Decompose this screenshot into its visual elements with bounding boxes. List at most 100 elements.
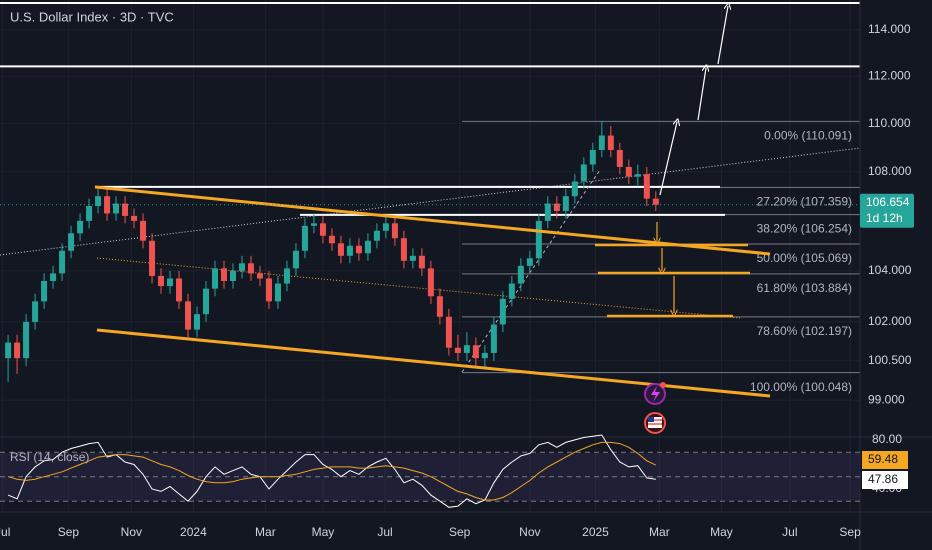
countdown: 1d 12h (866, 211, 903, 225)
candle-body (508, 283, 515, 299)
fib-label: 100.00% (100.048) (750, 380, 852, 394)
candle-body (553, 203, 560, 211)
candle-body (400, 238, 407, 261)
candle-body (68, 233, 75, 251)
x-tick-label: Jul (782, 525, 797, 539)
price-badge (860, 193, 914, 228)
candle-body (131, 215, 138, 221)
y-tick-label: 99.000 (868, 392, 905, 406)
candle-body (526, 258, 533, 266)
candle-body (382, 223, 389, 231)
y-tick-label: 100.500 (868, 353, 912, 367)
rsi-value: 59.48 (868, 452, 898, 466)
rsi-band (0, 453, 860, 501)
x-tick-label: Nov (519, 525, 540, 539)
candle-body (418, 255, 425, 269)
candle-body (23, 321, 30, 359)
fib-retracement: 0.00% (110.091) 27.20% (107.359) 38.20% (1… (462, 120, 860, 394)
candle-body (364, 240, 371, 254)
candle-body (337, 243, 344, 256)
fib-label: 61.80% (103.884) (757, 281, 852, 295)
candle-body (319, 223, 326, 236)
candle-body (167, 278, 174, 287)
event-icons[interactable] (644, 382, 666, 434)
candle-body (212, 268, 218, 289)
candle-body (301, 225, 308, 251)
x-tick-label: 2024 (180, 525, 207, 539)
candle-body (427, 268, 434, 297)
candle-body (580, 164, 587, 182)
candle-body (283, 268, 290, 284)
x-tick-label: May (312, 525, 335, 539)
candle-body (59, 250, 66, 274)
candle-body (391, 223, 398, 239)
fib-label: 50.00% (105.069) (757, 251, 852, 265)
candle-body (292, 250, 299, 269)
x-tick-label: Mar (255, 525, 276, 539)
grid (0, 0, 860, 512)
candle-body (454, 347, 461, 353)
candle-body (373, 230, 380, 241)
x-tick-label: Jul (377, 525, 392, 539)
candle-body (86, 206, 93, 221)
up-arrows (659, 6, 728, 196)
channel-lower (96, 328, 771, 398)
candle-body (499, 298, 506, 325)
y-tick-label: 102.000 (868, 314, 912, 328)
fib-label: 0.00% (110.091) (764, 129, 852, 143)
moving-average (0, 147, 861, 256)
y-tick-label: 110.000 (868, 116, 911, 130)
candle-body (643, 174, 650, 199)
candle-body (14, 342, 21, 359)
x-tick-label: Sep (58, 525, 80, 539)
down-arrows (657, 222, 674, 313)
candle-body (517, 265, 524, 284)
candle-body (445, 316, 452, 348)
rsi-badge (862, 471, 908, 489)
candle-body (625, 166, 632, 177)
rsi-title: RSI (14, close) (10, 450, 89, 464)
candle-body (346, 245, 353, 256)
candle-body (355, 245, 362, 254)
rsi-badge (862, 451, 908, 469)
candles (5, 121, 659, 382)
y-tick-label: 108.000 (868, 164, 912, 178)
candle-body (472, 345, 479, 359)
candle-body (229, 270, 236, 282)
candle-body (247, 263, 254, 274)
candle-body (544, 203, 551, 221)
candle-body (158, 275, 165, 287)
candle-body (95, 196, 102, 207)
fib-label: 38.20% (106.254) (757, 222, 852, 236)
candle-body (265, 278, 272, 302)
candle-body (176, 278, 183, 302)
x-tick-label: May (710, 525, 733, 539)
x-tick-label: 2025 (582, 525, 609, 539)
candle-body (77, 220, 84, 234)
candle-body (185, 301, 192, 330)
candle-body (616, 149, 623, 167)
candle-body (274, 283, 281, 302)
candle-body (203, 288, 210, 315)
candle-body (571, 181, 578, 197)
fib-label: 27.20% (107.359) (757, 195, 852, 209)
candle-body (589, 149, 596, 165)
last-price: 106.654 (866, 195, 910, 209)
candle-body (140, 220, 147, 241)
x-tick-label: Jul (0, 525, 10, 539)
x-tick-label: Mar (649, 525, 670, 539)
rsi-line (7, 441, 657, 501)
axes: 114.000 112.000 110.000 108.000 104.000 102.0… (0, 22, 912, 539)
candle-body (256, 273, 263, 279)
x-tick-label: Sep (839, 525, 861, 539)
candle-body (50, 273, 57, 282)
candle-body (535, 220, 542, 259)
candle-body (104, 196, 111, 214)
candle-body (490, 324, 497, 353)
x-tick-label: Nov (121, 525, 142, 539)
candle-body (32, 301, 39, 322)
target-segments (595, 243, 750, 318)
candle-body (194, 314, 201, 330)
